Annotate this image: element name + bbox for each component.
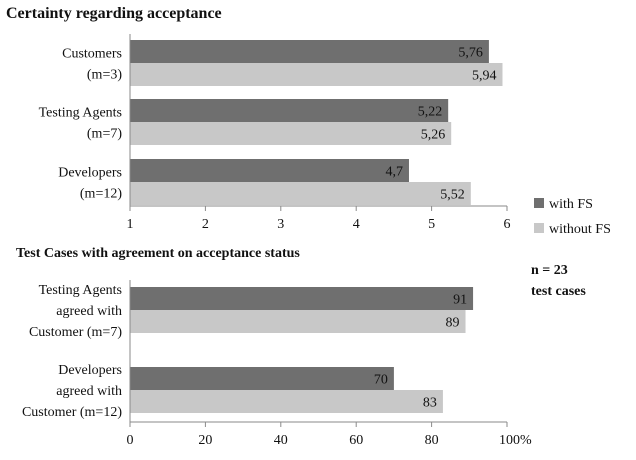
c1-data-label-with-fs-0: 5,76 [458,46,483,61]
c1-category-label-0-0: Customers [62,47,122,62]
c2-data-label-without-fs-0: 89 [446,316,460,331]
c1-tick-label-5: 6 [504,217,511,232]
c2-tick-label-2: 40 [274,433,288,448]
c2-data-label-without-fs-1: 83 [423,396,437,411]
c1-bar-with-fs-0 [130,40,489,63]
c2-tick-label-0: 0 [127,433,134,448]
c2-tick-label-5: 100% [499,433,532,448]
c1-data-label-without-fs-2: 5,52 [440,188,465,203]
c2-data-label-with-fs-0: 91 [453,293,467,308]
c2-category-label-1-1: agreed with [56,384,122,399]
chart2-title: Test Cases with agreement on acceptance … [16,246,300,261]
c2-category-label-1-0: Developers [58,363,122,378]
c2-category-label-0-0: Testing Agents [39,283,122,298]
c1-bar-with-fs-1 [130,99,449,122]
c1-data-label-without-fs-1: 5,26 [421,128,446,143]
sample-note-line2: test cases [531,284,586,299]
c2-category-label-1-2: Customer (m=12) [22,405,122,420]
c2-bar-without-fs-0 [130,310,466,333]
c1-tick-label-3: 4 [353,217,360,232]
c2-tick-label-4: 80 [425,433,439,448]
c1-bar-without-fs-0 [130,63,503,86]
c2-tick-label-3: 60 [349,433,363,448]
c1-data-label-with-fs-2: 4,7 [385,165,403,180]
c2-tick-label-1: 20 [198,433,212,448]
legend-swatch-without-fs [534,223,544,233]
c1-bar-without-fs-2 [130,182,471,205]
c1-category-label-1-0: Testing Agents [39,106,122,121]
chart1-title: Certainty regarding acceptance [6,5,222,22]
c1-tick-label-4: 5 [428,217,435,232]
c1-category-label-2-0: Developers [58,166,122,181]
c2-category-label-0-2: Customer (m=7) [29,325,122,340]
legend-label-with-fs: with FS [549,197,593,212]
legend-swatch-with-fs [534,198,544,208]
c1-bar-without-fs-1 [130,122,452,145]
sample-note-line1: n = 23 [531,263,568,278]
c1-data-label-without-fs-0: 5,94 [472,69,497,84]
c2-bar-with-fs-1 [130,367,394,390]
c2-bar-with-fs-0 [130,287,474,310]
c1-category-label-1-1: (m=7) [87,127,122,142]
c1-data-label-with-fs-1: 5,22 [418,105,443,120]
c1-tick-label-0: 1 [127,217,134,232]
c1-tick-label-2: 3 [277,217,284,232]
c1-tick-label-1: 2 [202,217,209,232]
c2-data-label-with-fs-1: 70 [374,373,388,388]
c2-bar-without-fs-1 [130,390,443,413]
c1-category-label-2-1: (m=12) [80,187,122,202]
c1-bar-with-fs-2 [130,159,409,182]
c1-category-label-0-1: (m=3) [87,68,122,83]
legend-label-without-fs: without FS [549,222,611,237]
c2-category-label-0-1: agreed with [56,304,122,319]
